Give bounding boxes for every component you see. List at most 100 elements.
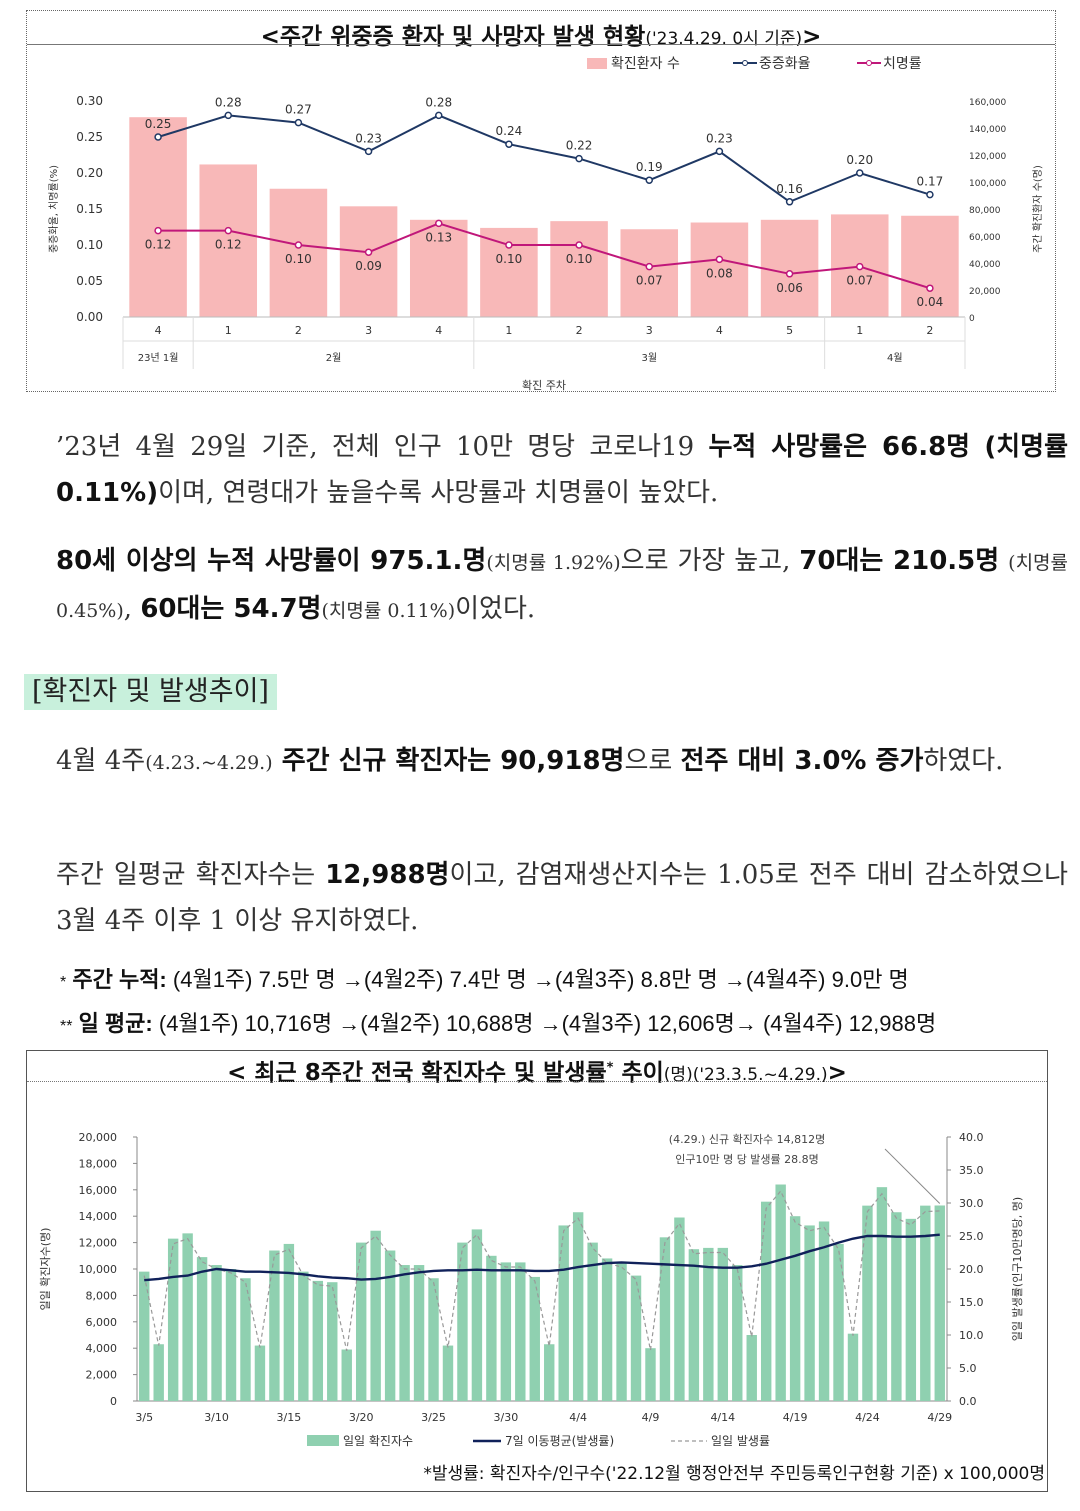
severe-rate-point (505, 140, 513, 148)
severe-rate-data-label: 0.16 (776, 182, 803, 196)
fatality-rate-data-label: 0.10 (496, 252, 523, 266)
right-tick-label: 40,000 (969, 260, 1001, 270)
right-tick-label: 80,000 (969, 206, 1001, 216)
left-tick-label: 12,000 (79, 1237, 118, 1250)
left-tick-label: 8,000 (86, 1289, 118, 1302)
paragraph-cumulative-mortality: ’23년 4월 29일 기준, 전체 인구 10만 명당 코로나19 누적 사망… (56, 432, 1069, 508)
bar-daily-cases (804, 1225, 815, 1401)
paragraph-age-mortality: 80세 이상의 누적 사망률이 975.1.명(치명률 1.92%)으로 가장 … (56, 546, 1069, 624)
bar-daily-cases (413, 1265, 425, 1401)
fatality-rate-point (575, 241, 583, 249)
severe-rate-point (224, 111, 232, 120)
severe-rate-data-label: 0.28 (215, 95, 242, 109)
week-tick-label: 3 (365, 324, 372, 337)
bar-daily-cases (298, 1271, 309, 1401)
fatality-rate-point (715, 255, 724, 264)
severe-rate-point (856, 169, 864, 177)
legend-label-daily-incidence: 일일 발생률 (711, 1434, 770, 1448)
bar-daily-cases (630, 1275, 642, 1401)
x-tick-label: 4/4 (569, 1411, 587, 1424)
severe-rate-data-label: 0.22 (566, 139, 593, 153)
bar-confirmed-week (269, 188, 328, 317)
right-tick-label: 35.0 (959, 1164, 984, 1177)
bar-daily-cases (312, 1280, 324, 1401)
x-tick-label: 4/24 (855, 1411, 880, 1424)
severe-rate-point (364, 147, 373, 156)
bar-daily-cases (384, 1250, 396, 1401)
legend-marker-fatal (866, 60, 872, 66)
bar-daily-cases (920, 1205, 931, 1401)
fatality-rate-data-label: 0.07 (636, 274, 663, 288)
bar-daily-cases (746, 1335, 757, 1401)
bar-daily-cases (833, 1243, 844, 1401)
bar-daily-cases (471, 1229, 483, 1401)
left-axis-title: 일일 확진자수(명) (38, 1228, 52, 1311)
severe-rate-point (294, 118, 303, 127)
chart2-title-divider (27, 1081, 1047, 1082)
bar-daily-cases (876, 1187, 888, 1401)
legend-label-confirmed: 확진환자 수 (611, 56, 680, 72)
left-tick-label: 0.25 (76, 130, 103, 144)
severe-rate-point (645, 176, 653, 184)
month-label: 3월 (641, 352, 657, 364)
footnote-incidence-definition: *발생률: 확진자수/인구수('22.12월 행정안전부 주민등록인구현황 기준… (423, 1464, 1045, 1484)
severe-rate-line (157, 114, 931, 203)
legend-swatch-daily-cases (307, 1435, 339, 1446)
severe-rate-data-label: 0.23 (355, 131, 382, 145)
bar-daily-cases (659, 1237, 671, 1401)
right-tick-label: 100,000 (969, 179, 1006, 189)
bar-daily-cases (355, 1242, 367, 1401)
left-tick-label: 4,000 (86, 1342, 118, 1355)
severe-rate-data-label: 0.25 (145, 117, 172, 131)
note-daily-average: ** 일 평균: (4월1주) 10,716명 →(4월2주) 10,688명 … (60, 1011, 937, 1036)
x-tick-label: 4/14 (710, 1411, 735, 1424)
left-tick-label: 6,000 (86, 1316, 118, 1329)
annotation-incidence: 인구10만 명 당 발생률 28.8명 (675, 1153, 819, 1166)
week-tick-label: 1 (225, 324, 232, 337)
bar-confirmed-week (550, 221, 608, 317)
paragraph-weekly-new-cases: 4월 4주(4.23.~4.29.) 주간 신규 확진자는 90,918명으로 … (56, 746, 1004, 776)
left-axis-title: 중증화율, 치명률(%) (48, 165, 60, 253)
bar-daily-cases (544, 1344, 555, 1401)
bar-daily-cases (196, 1257, 208, 1401)
bar-confirmed-week (339, 206, 398, 317)
week-tick-label: 4 (716, 324, 723, 337)
right-tick-label: 0.0 (959, 1395, 977, 1408)
fatality-rate-point (856, 262, 864, 271)
fatality-rate-point (224, 226, 232, 235)
bar-daily-cases (934, 1205, 945, 1401)
fatality-rate-data-label: 0.12 (145, 238, 172, 252)
left-tick-label: 0.05 (76, 274, 103, 288)
bar-daily-cases (847, 1333, 859, 1401)
left-tick-label: 0.20 (76, 166, 103, 180)
chart1-plot: 0.00 0.05 0.10 0.15 0.20 0.25 0.30 0 20,000 40,00… (48, 56, 1044, 392)
bar-confirmed-week (760, 219, 819, 317)
moving-average-line (144, 1233, 940, 1282)
severe-rate-point (154, 133, 162, 141)
bar-daily-cases (486, 1255, 497, 1401)
x-tick-label: 3/5 (135, 1411, 153, 1424)
bar-daily-cases (732, 1265, 743, 1401)
fatality-rate-point (364, 248, 373, 256)
bar-daily-cases (674, 1217, 685, 1401)
legend-label-moving-average: 7일 이동평균(발생률) (505, 1434, 614, 1448)
severe-rate-data-label: 0.19 (636, 160, 663, 174)
note-weekly-cumulative: * 주간 누적: (4월1주) 7.5만 명 →(4월2주) 7.4만 명 →(… (60, 967, 909, 992)
fatality-rate-data-label: 0.13 (425, 230, 452, 244)
month-label: 23년 1월 (138, 352, 179, 364)
severe-rate-point (575, 154, 583, 163)
right-axis-title: 일일 발생률(인구10만명당, 명) (1010, 1197, 1024, 1341)
bar-daily-cases (775, 1184, 786, 1401)
left-tick-label: 20,000 (79, 1131, 118, 1144)
fatality-rate-point (785, 270, 794, 278)
right-tick-label: 10.0 (959, 1329, 984, 1342)
bar-daily-cases (341, 1349, 352, 1401)
week-tick-label: 2 (295, 324, 302, 337)
x-tick-label: 3/25 (421, 1411, 446, 1424)
bar-daily-cases (399, 1265, 410, 1401)
annotation-pointer (884, 1148, 941, 1204)
chart-weekly-severe-fatal: <주간 위중증 환자 및 사망자 발생 현황('23.4.29. 0시 기준)>… (26, 10, 1056, 392)
bar-daily-cases (789, 1216, 801, 1401)
x-tick-label: 3/15 (277, 1411, 302, 1424)
fatality-rate-point (154, 226, 162, 235)
